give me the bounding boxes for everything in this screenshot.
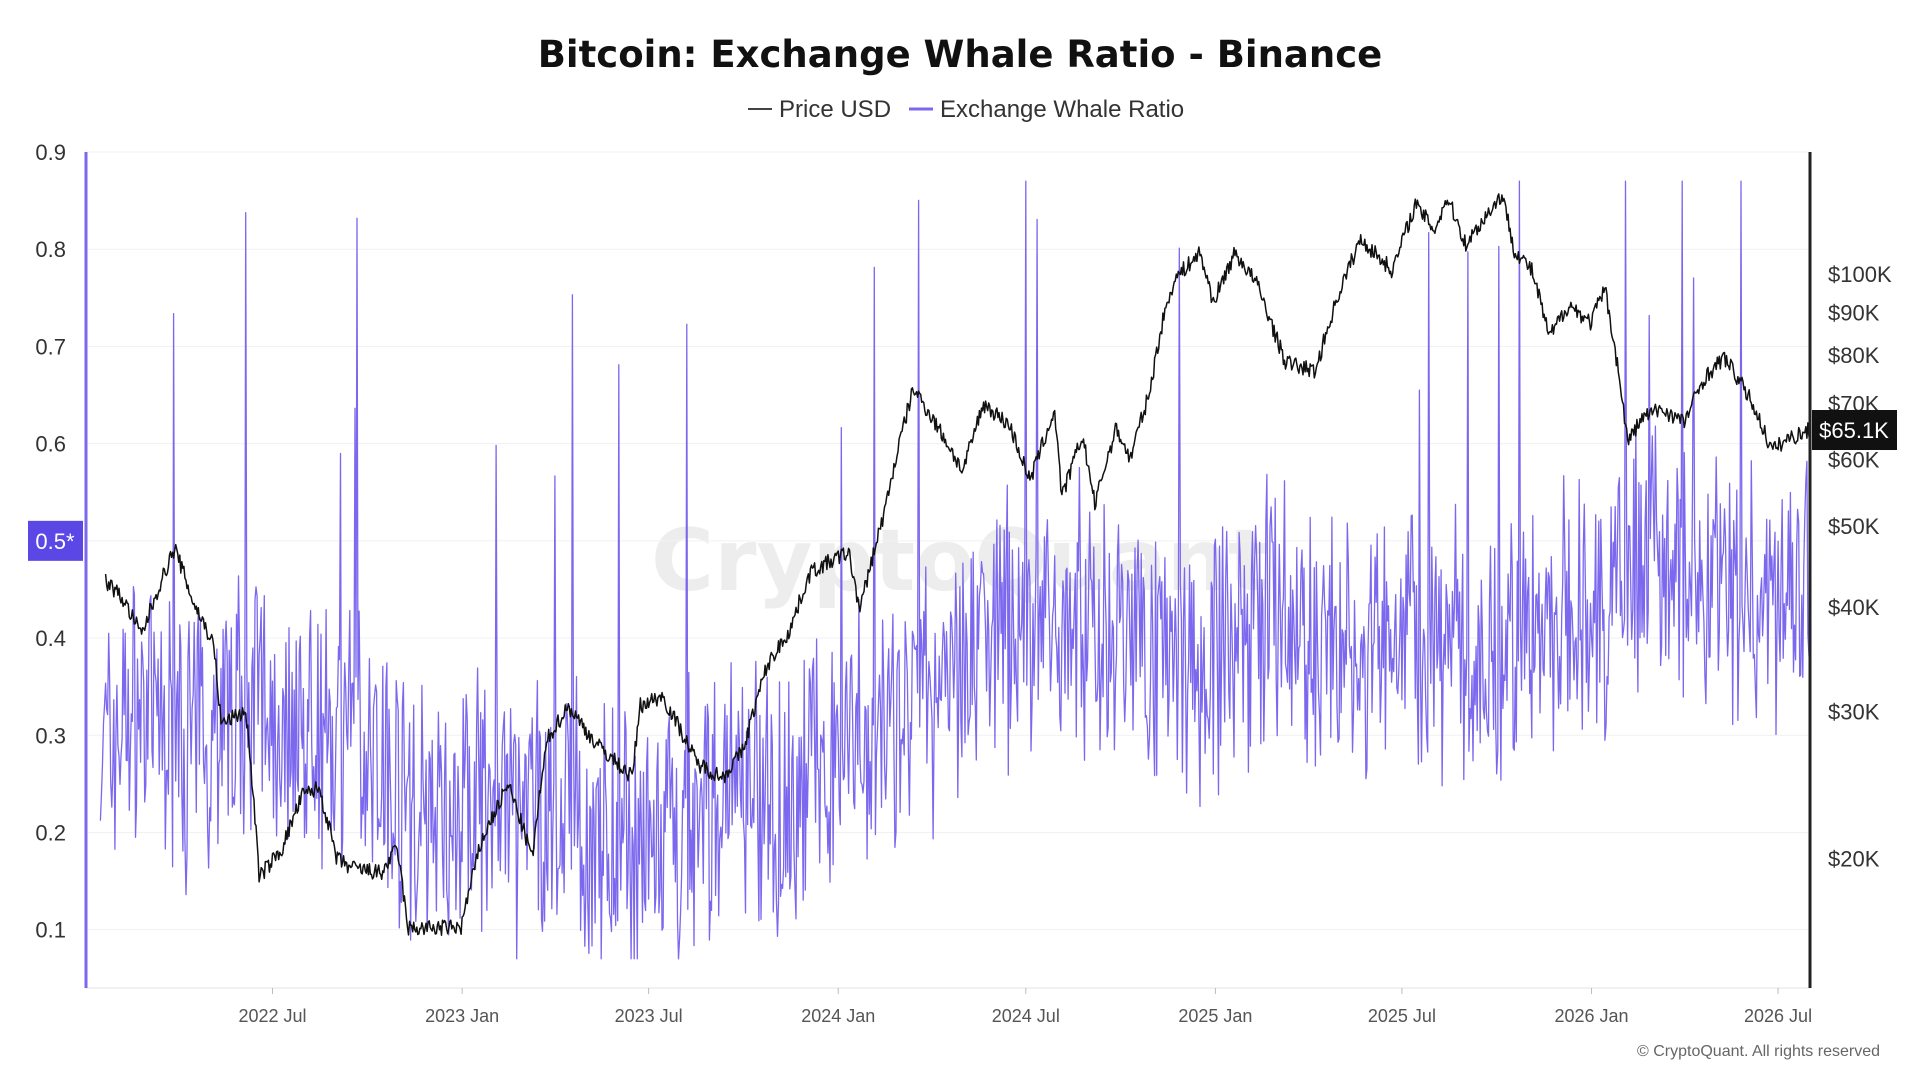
left-axis-tick-label: 0.7 — [35, 334, 66, 359]
left-axis-tick-label: 0.4 — [35, 626, 66, 651]
legend-whale-label[interactable]: Exchange Whale Ratio — [940, 96, 1184, 123]
x-axis-tick-label: 2025 Jan — [1178, 1006, 1252, 1026]
current-value-badges: 0.5* $65.1K — [28, 410, 1897, 561]
axes — [84, 152, 1812, 989]
left-axis-ticks: 0.90.80.70.60.50.40.30.20.1 — [35, 140, 66, 943]
right-axis-tick-label: $30K — [1828, 699, 1880, 724]
x-axis-tick-label: 2024 Jan — [801, 1006, 875, 1026]
x-axis-tick-label: 2026 Jan — [1554, 1006, 1628, 1026]
left-axis-tick-label: 0.8 — [35, 237, 66, 262]
right-axis-tick-label: $50K — [1828, 514, 1880, 539]
x-axis-tick-label: 2026 Jul — [1744, 1006, 1812, 1026]
right-axis-tick-label: $100K — [1828, 262, 1892, 287]
x-axis-tick-label: 2024 Jul — [992, 1006, 1060, 1026]
whale-ratio-series — [99, 180, 1811, 960]
left-axis-tick-label: 0.2 — [35, 820, 66, 845]
whale-current-badge — [28, 520, 83, 561]
gridlines — [86, 151, 1810, 931]
right-axis-tick-label: $60K — [1828, 448, 1880, 473]
left-axis-tick-label: 0.9 — [35, 140, 66, 165]
right-axis-tick-label: $40K — [1828, 595, 1880, 620]
x-axis-tick-label: 2022 Jul — [238, 1006, 306, 1026]
price-current-badge-label: $65.1K — [1819, 418, 1889, 443]
left-axis-tick-label: 0.3 — [35, 723, 66, 748]
left-axis-tick-label: 0.6 — [35, 432, 66, 457]
legend: Price USD Exchange Whale Ratio — [748, 96, 1184, 123]
chart-title: Bitcoin: Exchange Whale Ratio - Binance — [538, 33, 1383, 76]
right-axis-tick-label: $90K — [1828, 300, 1880, 325]
right-axis-tick-label: $80K — [1828, 343, 1880, 368]
x-axis-tick-label: 2023 Jul — [615, 1006, 683, 1026]
right-axis-ticks: $100K$90K$80K$70K$60K$50K$40K$30K$20K — [1828, 262, 1892, 871]
x-axis-ticks: 2022 Jul 2023 Jan 2023 Jul 2024 Jan 2024 Jul… — [238, 988, 1812, 1026]
copyright-text: © CryptoQuant. All rights reserved — [1637, 1043, 1880, 1060]
price-series — [104, 193, 1811, 936]
whale-ratio-line — [99, 180, 1811, 960]
price-line — [104, 193, 1811, 936]
x-axis-tick-label: 2025 Jul — [1368, 1006, 1436, 1026]
x-axis-tick-label: 2023 Jan — [425, 1006, 499, 1026]
right-axis-tick-label: $20K — [1828, 847, 1880, 872]
whale-current-badge-label: 0.5* — [35, 529, 75, 554]
legend-price-label[interactable]: Price USD — [779, 96, 891, 123]
price-current-badge — [1812, 410, 1897, 451]
left-axis-tick-label: 0.1 — [35, 918, 66, 943]
